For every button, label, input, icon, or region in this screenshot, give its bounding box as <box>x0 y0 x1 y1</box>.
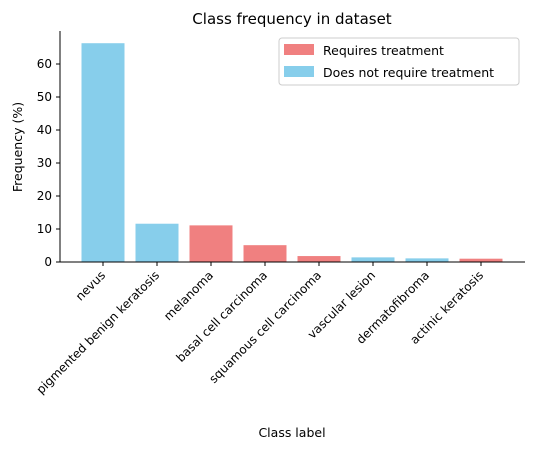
y-tick-label: 20 <box>37 189 52 203</box>
bar-dermatofibroma <box>405 258 449 262</box>
bar-vascular-lesion <box>351 257 395 262</box>
x-tick-label-basal-cell-carcinoma: basal cell carcinoma <box>173 268 270 365</box>
legend-label-does-not-require-treatment: Does not require treatment <box>323 65 494 80</box>
y-tick-label: 40 <box>37 123 52 137</box>
bar-basal-cell-carcinoma <box>243 245 287 262</box>
x-tick-label-melanoma: melanoma <box>161 268 216 323</box>
bar-melanoma <box>189 225 233 262</box>
bar-pigmented-benign-keratosis <box>135 223 179 262</box>
x-tick-label-nevus: nevus <box>73 268 108 303</box>
y-ticks-group: 0 10 20 30 40 50 60 <box>37 57 60 269</box>
chart-title: Class frequency in dataset <box>192 10 392 28</box>
y-tick-label: 60 <box>37 57 52 71</box>
x-axis-title: Class label <box>258 425 325 440</box>
y-axis-title: Frequency (%) <box>10 102 25 192</box>
y-tick-label: 0 <box>44 255 52 269</box>
legend-swatch-requires-treatment <box>284 44 314 55</box>
bar-actinic-keratosis <box>459 258 503 262</box>
y-tick-label: 50 <box>37 90 52 104</box>
bar-nevus <box>81 43 125 263</box>
legend-label-requires-treatment: Requires treatment <box>323 43 444 58</box>
y-tick-label: 30 <box>37 156 52 170</box>
legend: Requires treatment Does not require trea… <box>278 37 520 86</box>
bar-squamous-cell-carcinoma <box>297 256 341 262</box>
bars-group <box>81 43 503 263</box>
legend-frame <box>278 37 520 86</box>
y-tick-label: 10 <box>37 222 52 236</box>
x-tick-label-squamous-cell-carcinoma: squamous cell carcinoma <box>206 268 324 386</box>
legend-swatch-does-not-require-treatment <box>284 66 314 77</box>
